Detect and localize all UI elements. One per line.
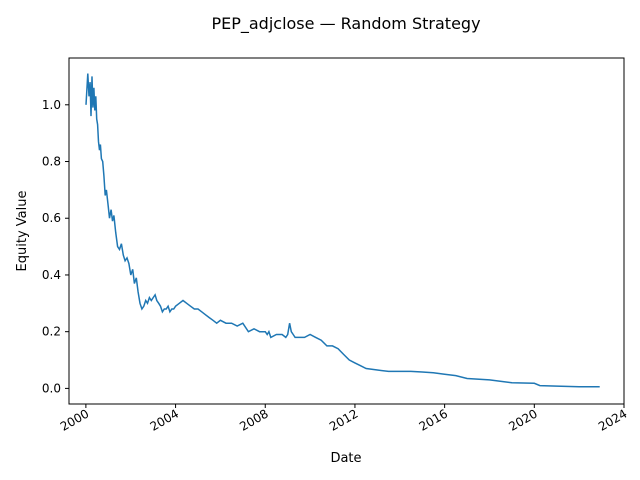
plot-frame xyxy=(68,57,625,405)
equity-series-line xyxy=(85,73,600,388)
y-axis-ticks: 0.0 0.2 0.4 0.6 0.8 1.0 xyxy=(42,98,69,395)
y-axis-label: Equity Value xyxy=(15,191,30,272)
x-axis-label: Date xyxy=(330,451,361,466)
y-tick-label: 1.0 xyxy=(42,98,61,112)
plot-area xyxy=(68,57,625,405)
y-tick-label: 0.4 xyxy=(42,268,61,282)
y-tick-label: 0.0 xyxy=(42,381,61,395)
y-tick-label: 0.8 xyxy=(42,155,61,169)
y-tick-label: 0.2 xyxy=(42,325,61,339)
y-tick-label: 0.6 xyxy=(42,211,61,225)
chart-title: PEP_adjclose — Random Strategy xyxy=(211,14,480,34)
